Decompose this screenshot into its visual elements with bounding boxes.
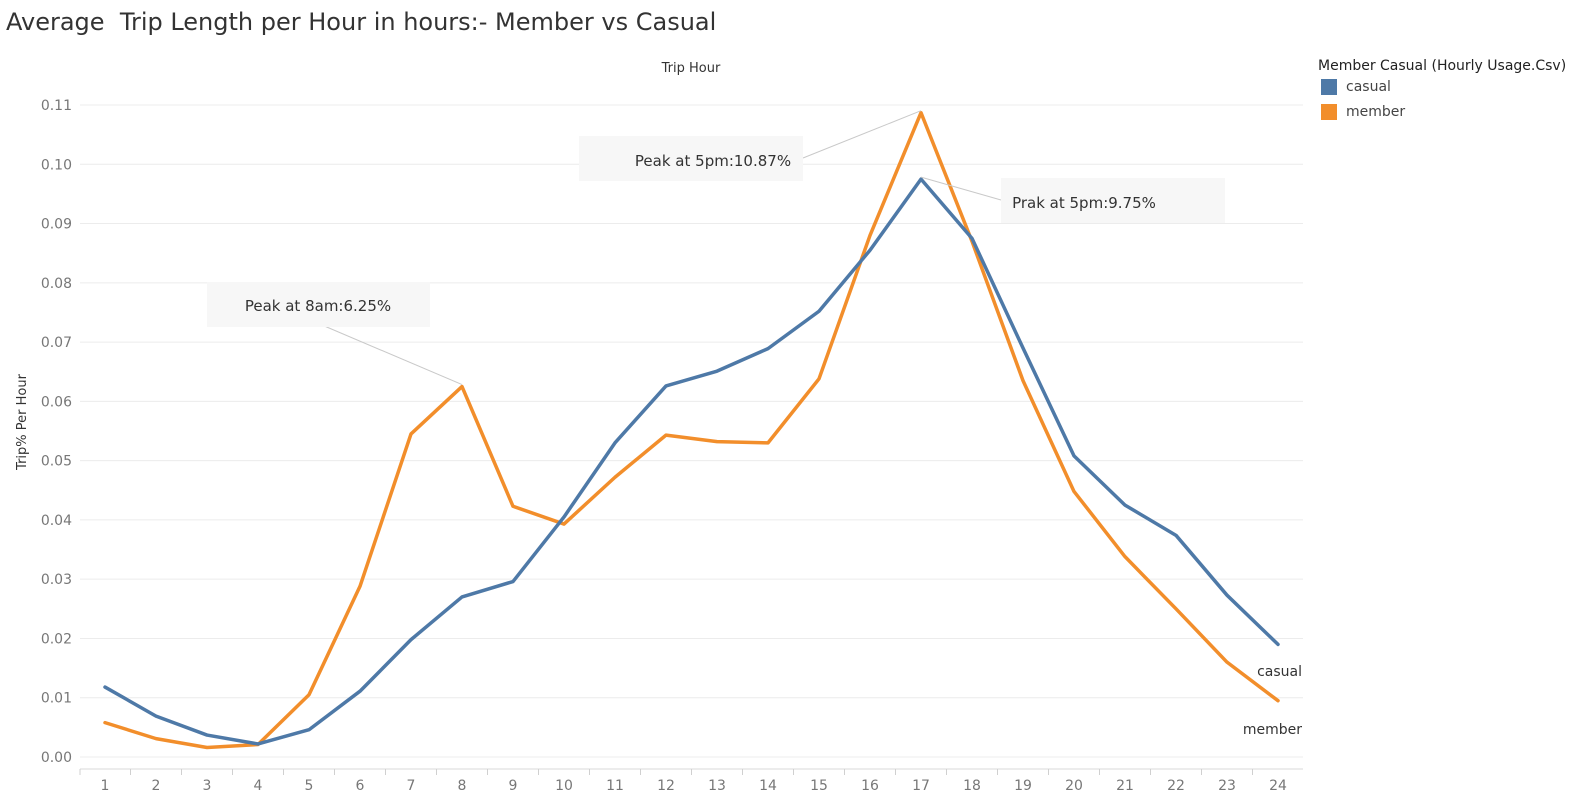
end-label-casual: casual bbox=[1257, 664, 1302, 680]
y-tick-label-0.06: 0.06 bbox=[41, 394, 72, 410]
annotation-leader bbox=[321, 324, 463, 386]
x-tick-label-20: 20 bbox=[1065, 778, 1083, 794]
x-axis-title: Trip Hour bbox=[661, 61, 721, 76]
x-tick-label-19: 19 bbox=[1014, 778, 1032, 794]
series-line-casual bbox=[103, 177, 1280, 746]
x-tick-label-17: 17 bbox=[912, 778, 930, 794]
legend-swatch-member bbox=[1321, 103, 1337, 120]
x-tick-label-7: 7 bbox=[407, 778, 416, 794]
y-axis-title: Trip% Per Hour bbox=[15, 373, 30, 471]
series-lines bbox=[103, 110, 1280, 750]
legend-label-member: member bbox=[1346, 103, 1406, 120]
y-tick-label-0.00: 0.00 bbox=[41, 750, 72, 766]
annotation-box bbox=[207, 282, 430, 327]
y-tick-label-0.01: 0.01 bbox=[41, 691, 72, 707]
end-labels: casual member bbox=[1243, 664, 1302, 738]
x-tick-label-10: 10 bbox=[555, 778, 573, 794]
x-tick-label-11: 11 bbox=[606, 778, 624, 794]
x-tick-label-6: 6 bbox=[356, 778, 365, 794]
series-line-member bbox=[103, 110, 1280, 750]
x-tick-label-22: 22 bbox=[1167, 778, 1185, 794]
legend-item-member[interactable]: member bbox=[1318, 99, 1566, 124]
x-tick-label-12: 12 bbox=[657, 778, 675, 794]
y-tick-label-0.07: 0.07 bbox=[41, 335, 72, 351]
x-tick-label-14: 14 bbox=[759, 778, 777, 794]
x-tick-label-3: 3 bbox=[203, 778, 212, 794]
legend: Member Casual (Hourly Usage.Csv) casual … bbox=[1318, 58, 1566, 124]
annotation-leader bbox=[802, 110, 922, 159]
x-tick-label-4: 4 bbox=[254, 778, 263, 794]
x-tick-label-15: 15 bbox=[810, 778, 828, 794]
x-tick-label-5: 5 bbox=[305, 778, 314, 794]
annotation-box bbox=[579, 136, 803, 181]
x-tick-label-24: 24 bbox=[1269, 778, 1287, 794]
y-tick-label-0.11: 0.11 bbox=[41, 98, 72, 114]
annotation-label: Peak at 5pm:10.87% bbox=[635, 152, 791, 170]
x-axis-ticks: 1 2 3 4 5 6 7 8 9 10 11 12 13 14 15 16 17 18 19 20 21 22 23 24 bbox=[79, 769, 1287, 794]
legend-item-casual[interactable]: casual bbox=[1318, 74, 1566, 99]
legend-swatch-casual bbox=[1321, 78, 1337, 95]
x-tick-label-9: 9 bbox=[509, 778, 518, 794]
legend-title: Member Casual (Hourly Usage.Csv) bbox=[1318, 58, 1567, 74]
x-tick-label-13: 13 bbox=[708, 778, 726, 794]
x-tick-label-2: 2 bbox=[152, 778, 161, 794]
y-tick-label-0.04: 0.04 bbox=[41, 513, 72, 529]
y-tick-label-0.05: 0.05 bbox=[41, 454, 72, 470]
x-tick-label-8: 8 bbox=[458, 778, 467, 794]
y-tick-label-0.02: 0.02 bbox=[41, 631, 72, 647]
annotation-label: Prak at 5pm:9.75% bbox=[1012, 194, 1156, 212]
x-tick-label-21: 21 bbox=[1116, 778, 1134, 794]
y-tick-label-0.03: 0.03 bbox=[41, 572, 72, 588]
annotation-label: Peak at 8am:6.25% bbox=[245, 297, 391, 315]
end-label-member: member bbox=[1243, 722, 1302, 738]
legend-label-casual: casual bbox=[1346, 78, 1391, 95]
annotation-box bbox=[1001, 178, 1225, 223]
x-tick-label-23: 23 bbox=[1218, 778, 1236, 794]
y-axis-ticks: 0.00 0.01 0.02 0.03 0.04 0.05 0.06 0.07 0.08 0.09… bbox=[41, 98, 72, 766]
x-tick-label-1: 1 bbox=[101, 778, 110, 794]
annotations: Peak at 8am:6.25% Peak at 5pm:10.87% Prak … bbox=[207, 110, 1225, 386]
x-tick-label-18: 18 bbox=[963, 778, 981, 794]
annotation-leader bbox=[920, 176, 1002, 201]
y-tick-label-0.09: 0.09 bbox=[41, 217, 72, 233]
x-tick-label-16: 16 bbox=[861, 778, 879, 794]
y-tick-label-0.10: 0.10 bbox=[41, 157, 72, 173]
y-tick-label-0.08: 0.08 bbox=[41, 276, 72, 292]
chart-title: Average Trip Length per Hour in hours:- … bbox=[6, 8, 717, 36]
